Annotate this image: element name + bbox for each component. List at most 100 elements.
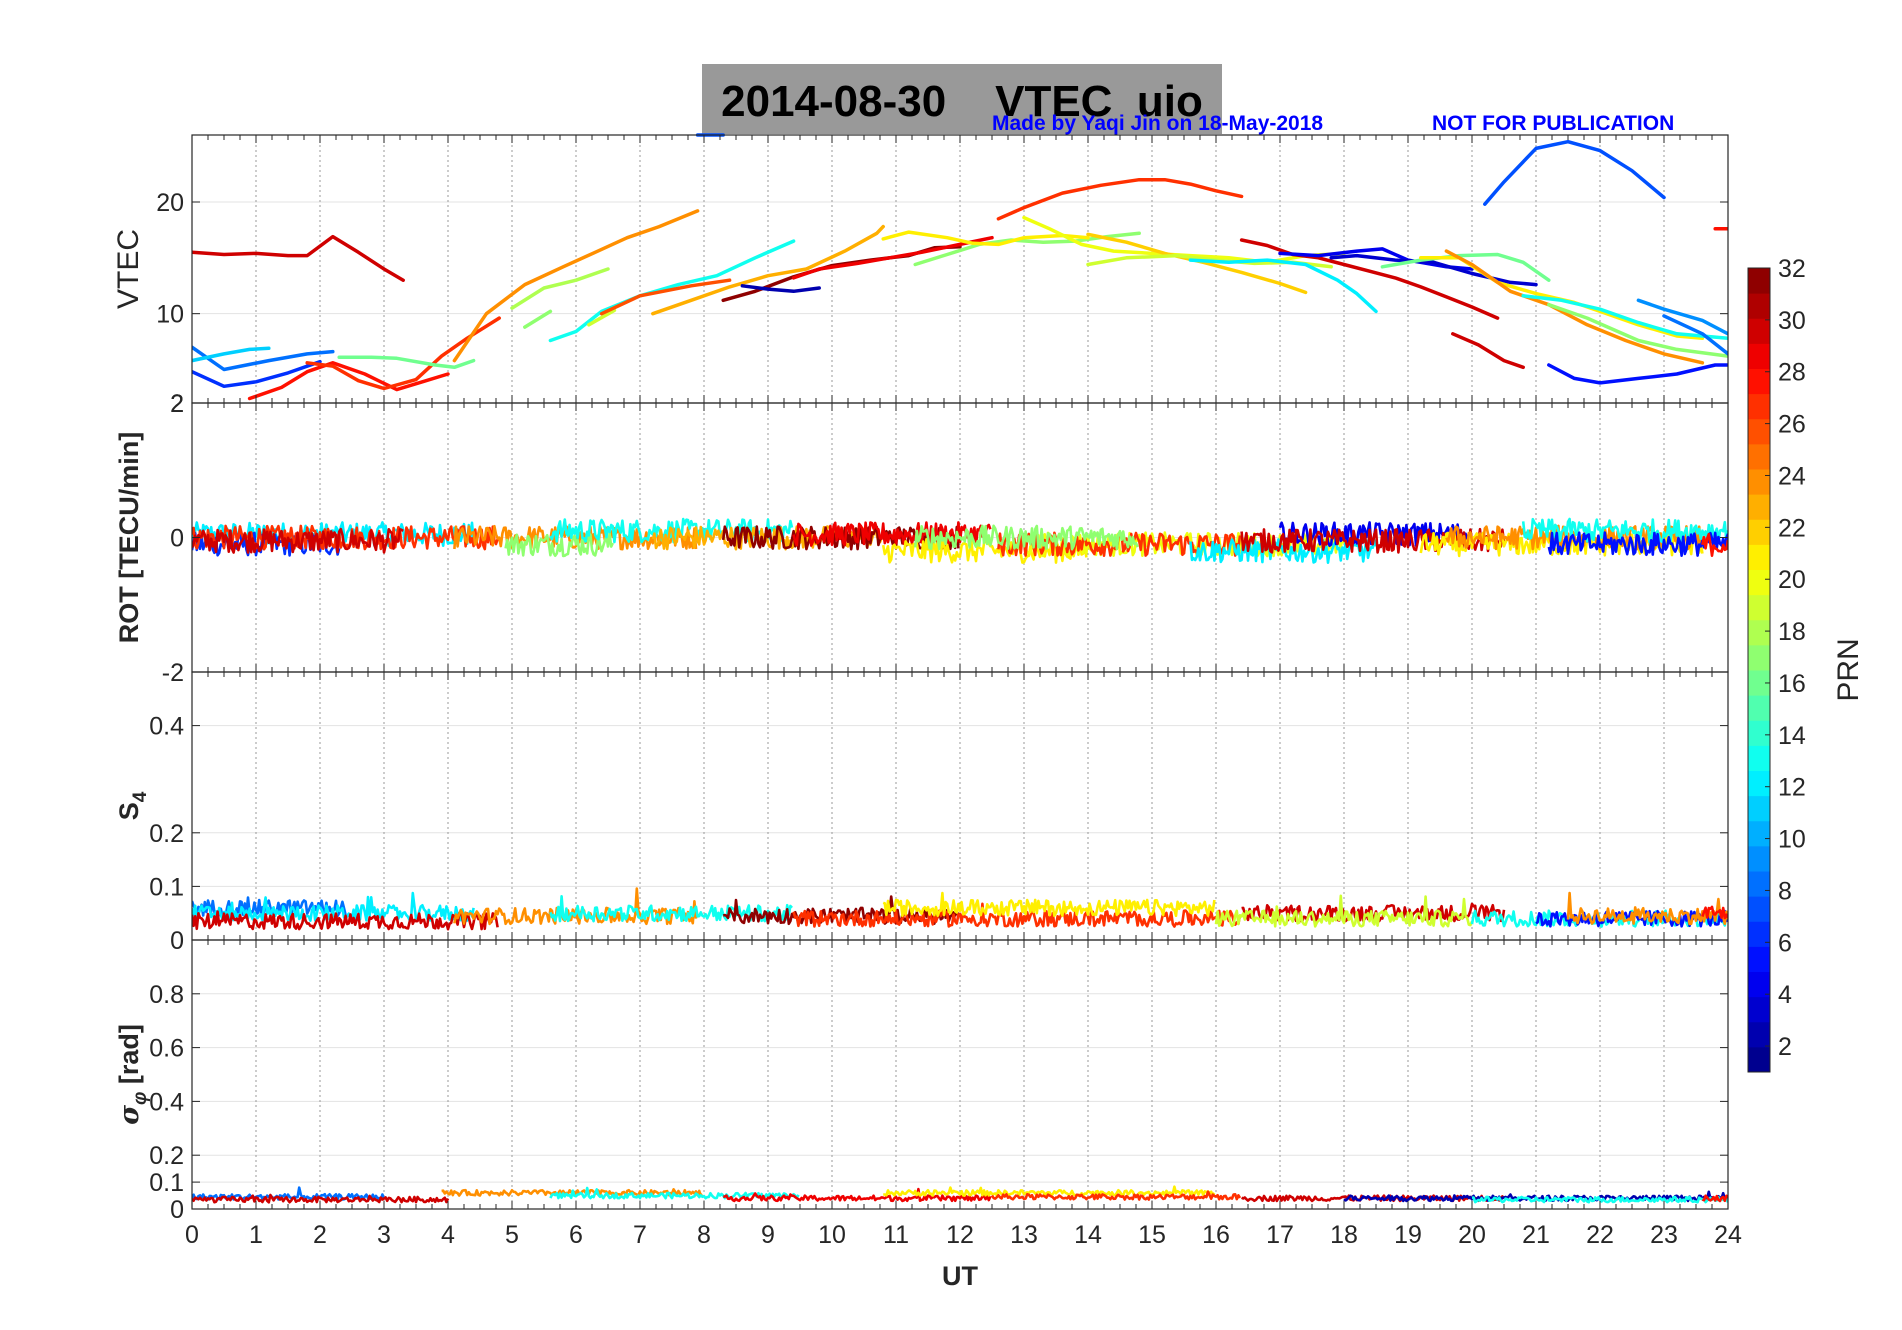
colorbar-swatch [1748, 494, 1770, 520]
y-tick-label: 0 [170, 1196, 184, 1224]
x-tick-label: 21 [1522, 1221, 1550, 1249]
publication-notice: NOT FOR PUBLICATION [1432, 112, 1675, 135]
colorbar-swatch [1748, 619, 1770, 646]
y-axis-label: S4 [114, 791, 151, 820]
x-tick-label: 20 [1458, 1221, 1486, 1249]
series-noise-prn-27 [792, 902, 1242, 928]
x-tick-label: 4 [441, 1221, 455, 1249]
x-tick-label: 3 [377, 1221, 391, 1249]
series-noise-prn-30 [192, 1193, 450, 1204]
y-tick-label: 0.8 [149, 981, 184, 1009]
x-tick-label: 0 [185, 1221, 199, 1249]
series-line-prn-27 [996, 177, 1244, 221]
title-box [702, 64, 1222, 134]
series-line-prn-2 [740, 284, 821, 294]
y-tick-label: 2 [170, 390, 184, 418]
colorbar-tick-label: 24 [1778, 462, 1806, 490]
series-noise-prn-27 [990, 1190, 1242, 1201]
plot-area [192, 517, 1728, 564]
panel-rot: -2 0 2 ROT [TECU/min] [114, 390, 1729, 687]
x-tick-label: 5 [505, 1221, 519, 1249]
series-line-prn-26 [599, 278, 732, 316]
colorbar-tick-label: 14 [1778, 722, 1806, 750]
colorbar-tick-label: 16 [1778, 670, 1806, 698]
series-line-prn-8 [192, 345, 335, 372]
series-line-prn-18 [510, 267, 610, 310]
colorbar-swatch [1748, 971, 1770, 998]
series-noise-prn-24 [1566, 891, 1728, 926]
colorbar-swatch [1748, 569, 1770, 596]
y-axis-label: ROT [TECU/min] [114, 432, 144, 643]
colorbar-swatch [1748, 896, 1770, 922]
colorbar-swatch [1748, 745, 1770, 771]
series-line-prn-17 [523, 309, 553, 329]
series-noise-prn-13 [1471, 1195, 1728, 1204]
plot-area [192, 1185, 1728, 1204]
colorbar-tick-label: 30 [1778, 307, 1806, 335]
series-noise-prn-21 [882, 891, 1216, 918]
series-noise-prn-28 [1701, 532, 1728, 557]
colorbar-tick-label: 12 [1778, 774, 1806, 802]
series-line-prn-24 [452, 209, 700, 363]
series-line-prn-16 [337, 355, 476, 370]
series-line-prn-5 [1547, 363, 1728, 385]
x-tick-label: 10 [818, 1221, 846, 1249]
x-tick-label: 22 [1586, 1221, 1614, 1249]
page-title: 2014-08-30 VTEC uio [721, 77, 1203, 126]
x-tick-label: 1 [249, 1221, 263, 1249]
colorbar-swatch [1748, 418, 1770, 445]
colorbar-swatch [1748, 293, 1770, 319]
series-noise-prn-17 [913, 524, 1139, 551]
colorbar-swatch [1748, 443, 1770, 470]
x-tick-label: 24 [1714, 1221, 1742, 1249]
y-tick-label: 0.2 [149, 1142, 184, 1170]
series-line-prn-11 [192, 346, 271, 363]
series-noise-prn-21 [883, 1185, 1216, 1197]
colorbar-swatch [1748, 1046, 1770, 1073]
plot-area [192, 887, 1728, 931]
y-tick-label: 10 [156, 301, 184, 329]
colorbar-label: PRN [1832, 638, 1865, 701]
x-tick-label: 2 [313, 1221, 327, 1249]
series-noise-prn-8 [192, 1186, 386, 1201]
series-noise-prn-30 [192, 910, 499, 931]
colorbar-swatch [1748, 594, 1770, 621]
colorbar-tick-label: 8 [1778, 877, 1792, 905]
x-tick-label: 15 [1138, 1221, 1166, 1249]
series-line-prn-13 [1521, 294, 1728, 340]
series-line-prn-3 [1329, 253, 1538, 287]
x-tick-label: 12 [946, 1221, 974, 1249]
colorbar-swatch [1748, 820, 1770, 847]
panel-sigma: 00.10.2 0.4 0.6 0.8 σφ [rad] [114, 939, 1729, 1224]
series-noise-prn-5 [1547, 531, 1728, 557]
colorbar-swatch [1748, 670, 1770, 696]
x-tick-label: 6 [569, 1221, 583, 1249]
series-line-prn-19 [587, 308, 617, 327]
x-tick-label: 18 [1330, 1221, 1358, 1249]
y-tick-label: -2 [162, 659, 184, 687]
series-line-prn-9 [1636, 298, 1728, 336]
series-line-prn-12 [1188, 258, 1378, 314]
y-tick-label: 0.6 [149, 1035, 184, 1063]
x-tick-label: 17 [1266, 1221, 1294, 1249]
colorbar-swatch [1748, 368, 1770, 395]
colorbar-tick-label: 6 [1778, 929, 1792, 957]
series-line-prn-6 [192, 359, 322, 389]
series-noise-prn-17 [504, 532, 614, 558]
x-tick-label: 9 [761, 1221, 775, 1249]
series-line-prn-30 [192, 234, 405, 282]
series-line-prn-8 [1662, 314, 1728, 356]
colorbar-swatch [1748, 946, 1770, 972]
series-line-prn-24 [1444, 249, 1705, 365]
x-tick-label: 11 [883, 1221, 909, 1249]
y-axis-label: σφ [rad] [114, 1024, 151, 1125]
x-tick-label: 16 [1202, 1221, 1230, 1249]
colorbar-swatch [1748, 720, 1770, 746]
series-noise-prn-30 [192, 527, 404, 554]
y-tick-label: 0.4 [149, 1088, 184, 1116]
colorbar-swatch [1748, 845, 1770, 872]
colorbar-swatch [1748, 544, 1770, 570]
y-tick-label: 2 [170, 390, 184, 418]
series-line-prn-30 [1451, 332, 1525, 370]
